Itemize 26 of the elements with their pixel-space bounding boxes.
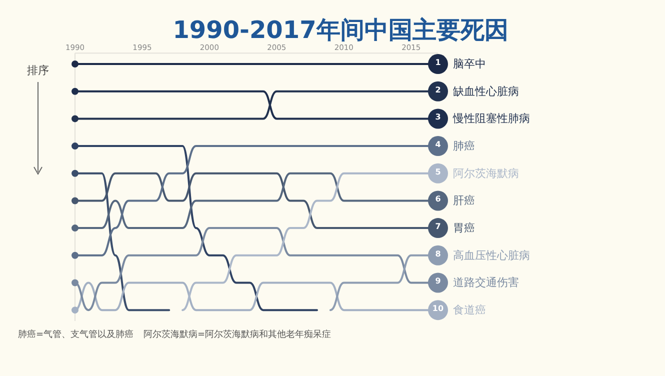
series-label: 胃癌 [453,222,475,235]
point [428,163,448,184]
series-label: 阿尔茨海默病 [453,166,519,180]
series-label: 肝癌 [453,194,475,208]
chart-title: 1990-2017年间中国主要死因 [172,16,508,44]
y-tick-label: 9 [435,276,442,286]
series-label: 缺血性心脏病 [453,84,519,98]
y-tick-label: 10 [432,304,444,314]
series-label: 道路交通伤害 [453,276,519,290]
series-label: 脑卒中 [453,58,486,71]
y-tick-label: 7 [435,222,441,232]
y-tick-label: 8 [435,249,442,258]
series-label: 慢性阻塞性肺病 [452,112,530,126]
y-tick-label: 5 [435,167,442,176]
text: 阿尔茨海默病=阿尔茨海默病和其他老年痴呆症 [144,329,332,340]
y-axis-title: 排序 [27,64,49,77]
point [428,245,448,266]
y-tick-label: 3 [435,112,441,122]
y-tick-label: 4 [435,140,442,150]
series-label: 食道癌 [453,304,486,317]
y-tick-label: 1 [435,58,442,68]
series-label: 高血压性心脏病 [453,248,530,262]
y-tick-label: 2 [435,85,441,94]
series-label: 肺癌 [453,140,475,153]
text: 肺癌=气管、支气管以及肺癌 [18,329,134,340]
y-tick-label: 6 [435,194,442,204]
